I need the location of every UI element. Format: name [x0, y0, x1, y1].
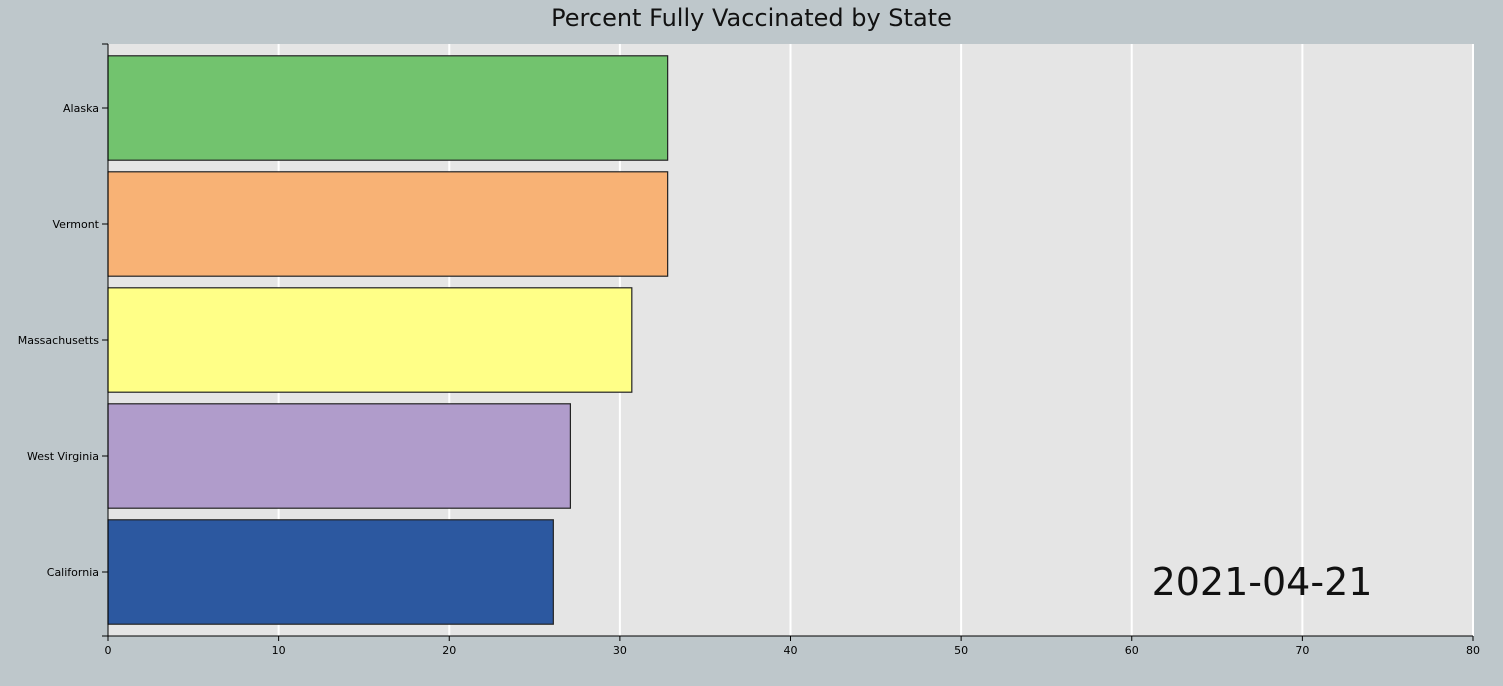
y-tick-label: Massachusetts — [18, 334, 100, 347]
bar-california — [107, 519, 554, 625]
y-tick-label: Alaska — [63, 102, 99, 115]
x-tick-label: 50 — [954, 644, 968, 657]
x-tick-label: 60 — [1125, 644, 1139, 657]
y-tick-label: West Virginia — [27, 450, 99, 463]
bar-west-virginia — [107, 403, 571, 509]
chart-title: Percent Fully Vaccinated by State — [551, 4, 952, 32]
x-tick-label: 40 — [784, 644, 798, 657]
bar-vermont — [107, 171, 669, 277]
x-tick-label: 0 — [105, 644, 112, 657]
x-tick-label: 20 — [442, 644, 456, 657]
bar-massachusetts — [107, 287, 633, 393]
y-tick-label: California — [47, 566, 99, 579]
x-tick-label: 70 — [1295, 644, 1309, 657]
x-tick-label: 10 — [272, 644, 286, 657]
x-tick-label: 80 — [1466, 644, 1480, 657]
x-tick-label: 30 — [613, 644, 627, 657]
date-label: 2021-04-21 — [1152, 560, 1373, 604]
bar-alaska — [107, 55, 669, 161]
y-tick-label: Vermont — [53, 218, 100, 231]
